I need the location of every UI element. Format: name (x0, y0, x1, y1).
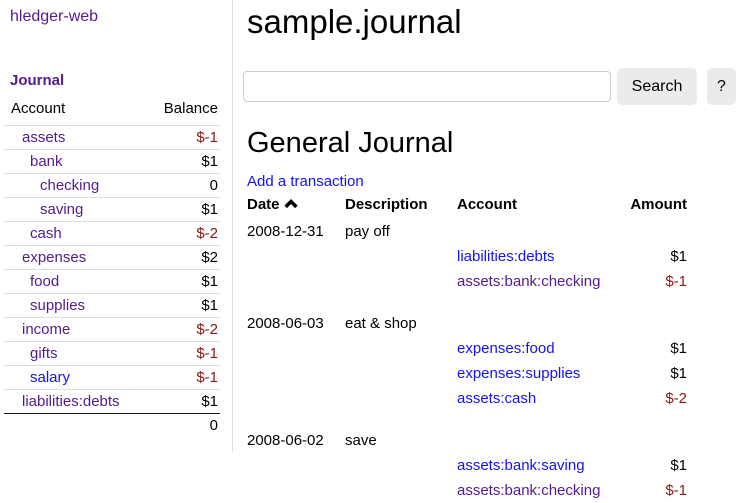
account-row: assets $-1 (4, 125, 220, 150)
account-balance: $1 (150, 197, 220, 222)
posting-amount: $1 (670, 248, 687, 265)
column-header-date[interactable]: Date (247, 196, 345, 219)
transaction-description: pay off (345, 223, 390, 240)
posting-amount: $-1 (665, 273, 687, 290)
account-balance: $-1 (150, 341, 220, 366)
account-balance: $1 (150, 293, 220, 318)
account-row: checking 0 (4, 173, 220, 198)
date-header-label: Date (247, 196, 280, 213)
posting-row: liabilities:debts $1 (247, 244, 687, 269)
posting-account-link[interactable]: assets:bank:saving (457, 457, 585, 474)
account-balance: $1 (150, 149, 220, 174)
account-row: food $1 (4, 269, 220, 294)
spacer-row (247, 411, 687, 428)
posting-account-link[interactable]: assets:bank:checking (457, 482, 601, 499)
posting-row: assets:cash $-2 (247, 386, 687, 411)
account-balance: $2 (150, 245, 220, 270)
account-link-expenses[interactable]: expenses (22, 249, 87, 266)
posting-account-link[interactable]: assets:cash (457, 390, 537, 407)
sort-ascending-caret-icon (283, 196, 298, 213)
transaction-date: 2008-12-31 (247, 223, 324, 240)
column-header-description: Description (345, 196, 428, 213)
register-header-row: Date Description Account Amount (247, 196, 687, 219)
posting-row: assets:bank:saving $1 (247, 453, 687, 478)
account-row: supplies $1 (4, 293, 220, 318)
sidebar: hledger-web Journal Account Balance asse… (0, 0, 233, 452)
account-balance: $-1 (150, 125, 220, 150)
sidebar-item-journal[interactable]: Journal (10, 72, 65, 89)
account-row: bank $1 (4, 149, 220, 174)
account-link-supplies[interactable]: supplies (30, 297, 86, 314)
account-link-salary[interactable]: salary (30, 369, 71, 386)
account-link-cash[interactable]: cash (30, 225, 62, 242)
account-link-food[interactable]: food (30, 273, 60, 290)
transaction-row: 2008-06-03 eat & shop (247, 311, 687, 336)
account-balance: $-1 (150, 365, 220, 390)
account-row: income $-2 (4, 317, 220, 342)
account-balance: $1 (150, 389, 220, 414)
posting-amount: $1 (670, 340, 687, 357)
search-form: Search ? (243, 68, 742, 105)
account-link-income[interactable]: income (22, 321, 71, 338)
account-balance-table: Account Balance assets $-1 bank $1 check… (4, 100, 220, 437)
transaction-row: 2008-06-02 save (247, 428, 687, 453)
transaction-description: save (345, 432, 377, 449)
balance-column-header: Balance (150, 100, 220, 126)
posting-account-link[interactable]: expenses:supplies (457, 365, 581, 382)
posting-amount: $1 (670, 365, 687, 382)
posting-account-link[interactable]: assets:bank:checking (457, 273, 601, 290)
account-balance: $-2 (150, 221, 220, 246)
page-title: sample.journal (247, 3, 462, 40)
posting-amount: $-2 (665, 390, 687, 407)
posting-account-link[interactable]: expenses:food (457, 340, 555, 357)
account-row: liabilities:debts $1 (4, 389, 220, 414)
transaction-row: 2008-12-31 pay off (247, 219, 687, 244)
posting-row: expenses:food $1 (247, 336, 687, 361)
posting-row: assets:bank:checking $-1 (247, 269, 687, 294)
posting-row: expenses:supplies $1 (247, 361, 687, 386)
search-input[interactable] (243, 71, 611, 102)
transaction-date: 2008-06-02 (247, 432, 324, 449)
search-help-button[interactable]: ? (707, 68, 736, 105)
account-row: saving $1 (4, 197, 220, 222)
account-row: expenses $2 (4, 245, 220, 270)
balance-total-row: 0 (4, 414, 220, 438)
account-link-saving[interactable]: saving (40, 201, 84, 218)
search-button[interactable]: Search (617, 68, 697, 105)
column-header-account: Account (457, 196, 517, 213)
account-row: cash $-2 (4, 221, 220, 246)
posting-row: assets:bank:checking $-1 (247, 478, 687, 503)
spacer-row (247, 294, 687, 311)
posting-amount: $-1 (665, 482, 687, 499)
account-link-gifts[interactable]: gifts (30, 345, 58, 362)
register-heading: General Journal (247, 127, 454, 159)
posting-account-link[interactable]: liabilities:debts (457, 248, 555, 265)
account-link-checking[interactable]: checking (40, 177, 100, 194)
account-balance: $1 (150, 269, 220, 294)
account-link-bank[interactable]: bank (30, 153, 63, 170)
account-row: gifts $-1 (4, 341, 220, 366)
account-row: salary $-1 (4, 365, 220, 390)
journal-register-table: Date Description Account Amount 2008-12-… (247, 196, 687, 503)
app-home-link[interactable]: hledger-web (10, 8, 99, 25)
account-link-liabilities-debts[interactable]: liabilities:debts (22, 393, 120, 410)
balance-total: 0 (209, 417, 218, 434)
transaction-date: 2008-06-03 (247, 315, 324, 332)
account-balance: $-2 (150, 317, 220, 342)
account-column-header: Account (4, 100, 150, 126)
posting-amount: $1 (670, 457, 687, 474)
main-content: sample.journal Search ? General Journal … (243, 0, 742, 503)
transaction-description: eat & shop (345, 315, 417, 332)
account-balance: 0 (150, 173, 220, 198)
account-table-header-row: Account Balance (4, 100, 220, 126)
column-header-amount: Amount (630, 196, 687, 213)
account-link-assets[interactable]: assets (22, 129, 66, 146)
add-transaction-link[interactable]: Add a transaction (247, 173, 364, 190)
